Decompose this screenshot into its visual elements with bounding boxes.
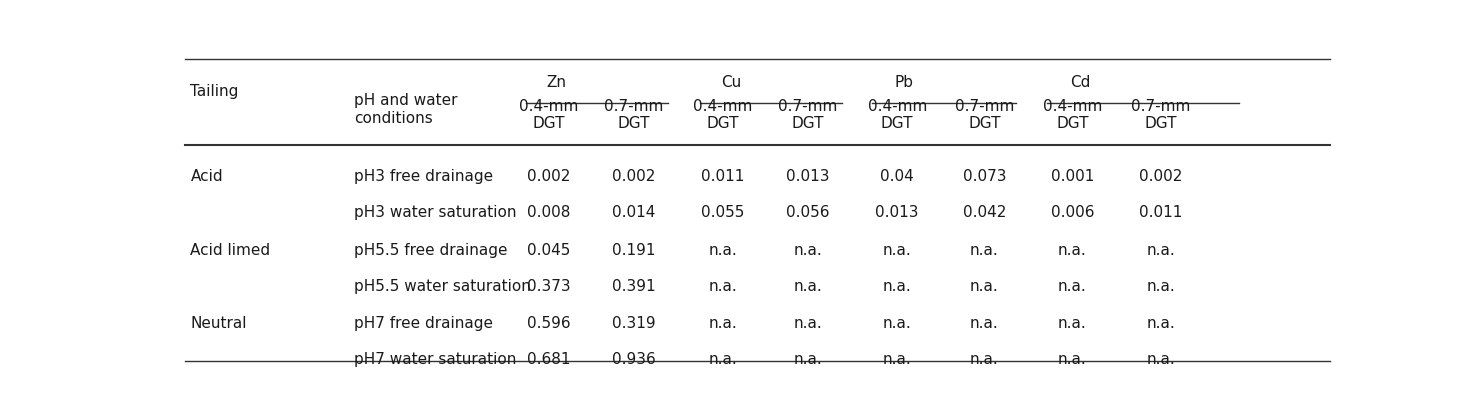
Text: pH3 free drainage: pH3 free drainage xyxy=(355,169,494,184)
Text: 0.045: 0.045 xyxy=(528,243,571,258)
Text: n.a.: n.a. xyxy=(1147,243,1175,258)
Text: 0.011: 0.011 xyxy=(1140,205,1182,220)
Text: Cd: Cd xyxy=(1070,75,1091,90)
Text: n.a.: n.a. xyxy=(794,352,822,367)
Text: 0.013: 0.013 xyxy=(875,205,919,220)
Text: Acid: Acid xyxy=(191,169,223,184)
Text: Zn: Zn xyxy=(547,75,566,90)
Text: Pb: Pb xyxy=(896,75,913,90)
Text: 0.013: 0.013 xyxy=(786,169,829,184)
Text: 0.191: 0.191 xyxy=(612,243,656,258)
Text: pH7 water saturation: pH7 water saturation xyxy=(355,352,517,367)
Text: 0.7-mm
DGT: 0.7-mm DGT xyxy=(955,99,1014,131)
Text: 0.002: 0.002 xyxy=(528,169,571,184)
Text: Cu: Cu xyxy=(721,75,740,90)
Text: 0.7-mm
DGT: 0.7-mm DGT xyxy=(779,99,838,131)
Text: 0.936: 0.936 xyxy=(612,352,656,367)
Text: n.a.: n.a. xyxy=(970,279,999,294)
Text: 0.014: 0.014 xyxy=(612,205,655,220)
Text: n.a.: n.a. xyxy=(1058,316,1086,330)
Text: Acid limed: Acid limed xyxy=(191,243,270,258)
Text: 0.373: 0.373 xyxy=(528,279,571,294)
Text: 0.002: 0.002 xyxy=(612,169,655,184)
Text: pH7 free drainage: pH7 free drainage xyxy=(355,316,494,330)
Text: n.a.: n.a. xyxy=(970,243,999,258)
Text: 0.681: 0.681 xyxy=(528,352,571,367)
Text: pH5.5 free drainage: pH5.5 free drainage xyxy=(355,243,508,258)
Text: 0.7-mm
DGT: 0.7-mm DGT xyxy=(1131,99,1190,131)
Text: n.a.: n.a. xyxy=(709,243,738,258)
Text: 0.04: 0.04 xyxy=(881,169,913,184)
Text: n.a.: n.a. xyxy=(882,243,912,258)
Text: 0.391: 0.391 xyxy=(612,279,656,294)
Text: n.a.: n.a. xyxy=(1147,352,1175,367)
Text: n.a.: n.a. xyxy=(1058,243,1086,258)
Text: pH5.5 water saturation: pH5.5 water saturation xyxy=(355,279,531,294)
Text: n.a.: n.a. xyxy=(882,316,912,330)
Text: n.a.: n.a. xyxy=(1058,352,1086,367)
Text: n.a.: n.a. xyxy=(970,316,999,330)
Text: 0.073: 0.073 xyxy=(962,169,1007,184)
Text: n.a.: n.a. xyxy=(794,279,822,294)
Text: n.a.: n.a. xyxy=(794,243,822,258)
Text: n.a.: n.a. xyxy=(1147,316,1175,330)
Text: n.a.: n.a. xyxy=(709,352,738,367)
Text: 0.4-mm
DGT: 0.4-mm DGT xyxy=(693,99,752,131)
Text: 0.596: 0.596 xyxy=(528,316,571,330)
Text: 0.055: 0.055 xyxy=(702,205,745,220)
Text: 0.319: 0.319 xyxy=(612,316,656,330)
Text: pH and water
conditions: pH and water conditions xyxy=(355,93,458,126)
Text: 0.001: 0.001 xyxy=(1051,169,1094,184)
Text: 0.4-mm
DGT: 0.4-mm DGT xyxy=(519,99,579,131)
Text: Neutral: Neutral xyxy=(191,316,247,330)
Text: pH3 water saturation: pH3 water saturation xyxy=(355,205,517,220)
Text: 0.002: 0.002 xyxy=(1140,169,1182,184)
Text: 0.006: 0.006 xyxy=(1051,205,1094,220)
Text: n.a.: n.a. xyxy=(794,316,822,330)
Text: 0.008: 0.008 xyxy=(528,205,571,220)
Text: n.a.: n.a. xyxy=(882,352,912,367)
Text: 0.7-mm
DGT: 0.7-mm DGT xyxy=(605,99,664,131)
Text: n.a.: n.a. xyxy=(1147,279,1175,294)
Text: n.a.: n.a. xyxy=(709,279,738,294)
Text: 0.4-mm
DGT: 0.4-mm DGT xyxy=(868,99,927,131)
Text: n.a.: n.a. xyxy=(970,352,999,367)
Text: 0.4-mm
DGT: 0.4-mm DGT xyxy=(1043,99,1103,131)
Text: n.a.: n.a. xyxy=(709,316,738,330)
Text: Tailing: Tailing xyxy=(191,84,239,99)
Text: n.a.: n.a. xyxy=(882,279,912,294)
Text: 0.042: 0.042 xyxy=(962,205,1007,220)
Text: n.a.: n.a. xyxy=(1058,279,1086,294)
Text: 0.011: 0.011 xyxy=(702,169,745,184)
Text: 0.056: 0.056 xyxy=(786,205,829,220)
